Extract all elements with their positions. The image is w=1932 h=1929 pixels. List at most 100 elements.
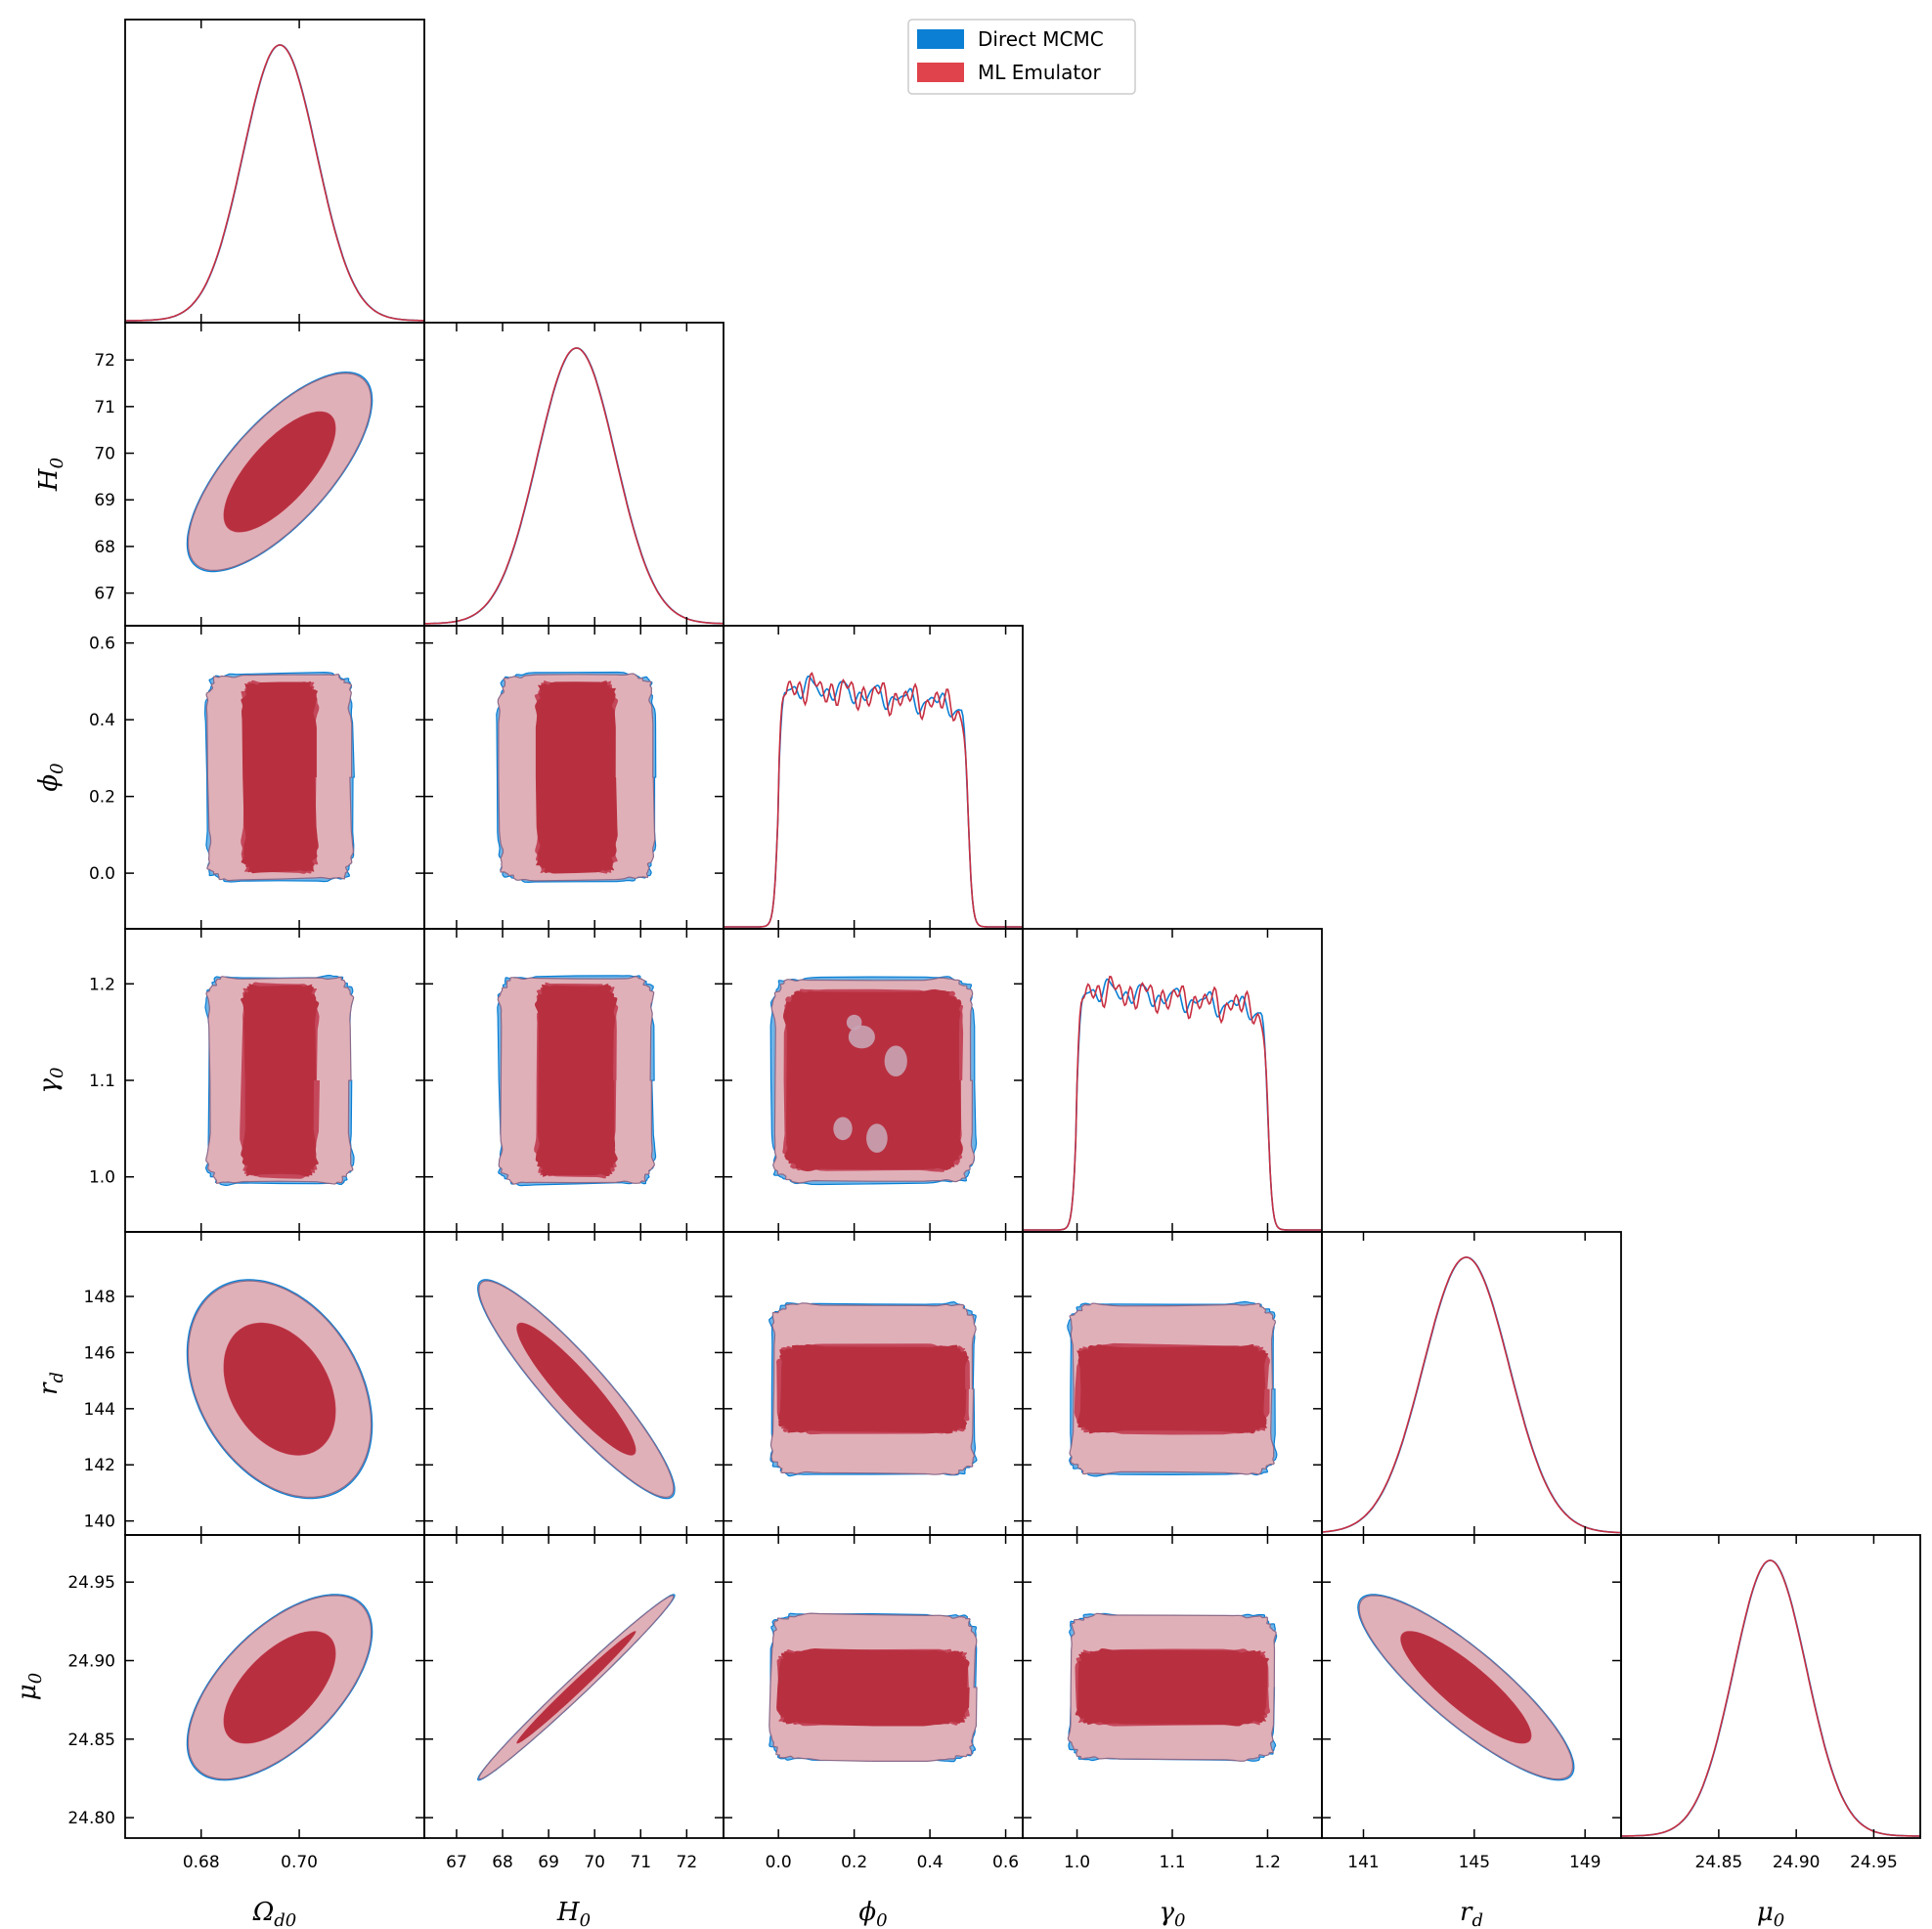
panel-border: [423, 322, 724, 627]
legend: Direct MCMC ML Emulator: [907, 19, 1136, 95]
curve-mcmc-H0: [424, 347, 724, 625]
x-tick-label-mu0: 24.85: [1695, 1853, 1743, 1872]
y-tick-label-phi0: 0.6: [89, 635, 115, 654]
frame-0-0: [124, 19, 425, 324]
contour-emulator-inner: [776, 1648, 970, 1727]
contour-emulator-inner: [535, 680, 618, 874]
x-axis-label-omega_d0: Ωd0: [252, 1898, 297, 1929]
y-tick-label-H0: 68: [94, 538, 115, 557]
y-axis-label-mu0: μ0: [13, 1673, 46, 1700]
contour-emulator-inner: [224, 1323, 335, 1456]
curve-mcmc-omega_d0: [125, 44, 424, 322]
diag-panel-mu0: [1621, 1559, 1920, 1837]
curve-emulator-H0: [424, 347, 724, 625]
panel-H0-r_d: [477, 1279, 676, 1500]
panel-phi0-gamma0: [769, 976, 978, 1186]
x-axis-label-mu0: μ0: [1757, 1898, 1784, 1929]
diag-panel-phi0: [724, 672, 1023, 928]
y-tick-label-r_d: 146: [84, 1343, 115, 1363]
diag-curves-mu0: [1621, 1559, 1920, 1837]
panel-H0-phi0: [496, 671, 657, 884]
y-tick-label-gamma0: 1.1: [89, 1072, 115, 1091]
frame-5-5: [1620, 1534, 1921, 1839]
contour-patch-3: [866, 1123, 888, 1154]
panel-border: [723, 625, 1024, 930]
x-tick-label-H0: 67: [446, 1853, 467, 1872]
panel-H0-gamma0: [497, 975, 657, 1187]
x-tick-label-H0: 71: [630, 1853, 651, 1872]
panel-omega_d0-r_d: [186, 1279, 373, 1500]
x-axis-label-gamma0: γ0: [1160, 1898, 1186, 1929]
x-tick-label-phi0: 0.6: [992, 1853, 1019, 1872]
contour-patch-0: [848, 1025, 875, 1049]
curve-emulator-r_d: [1322, 1256, 1621, 1534]
diag-curves-omega_d0: [125, 44, 424, 322]
y-tick-label-H0: 70: [94, 445, 115, 464]
y-tick-label-phi0: 0.4: [89, 711, 115, 730]
contour-emulator-inner: [516, 1631, 636, 1743]
contour-emulator-inner: [224, 412, 335, 532]
diag-panel-gamma0: [1023, 975, 1322, 1231]
x-tick-label-omega_d0: 0.70: [281, 1853, 318, 1872]
panel-phi0-r_d: [768, 1300, 978, 1477]
x-tick-label-phi0: 0.4: [917, 1853, 944, 1872]
curve-emulator-omega_d0: [125, 44, 424, 322]
y-tick-label-r_d: 144: [84, 1400, 115, 1420]
contour-emulator-inner: [1076, 1343, 1269, 1434]
panel-border: [1022, 928, 1323, 1233]
frame-2-2: [723, 625, 1024, 930]
diag-panel-r_d: [1322, 1256, 1621, 1534]
curve-mcmc-mu0: [1621, 1559, 1920, 1837]
x-axis-label-H0: H0: [556, 1898, 591, 1929]
panel-r_d-mu0: [1357, 1594, 1575, 1781]
panel-phi0-mu0: [768, 1612, 978, 1763]
curve-mcmc-phi0: [724, 675, 1023, 928]
contour-emulator-inner: [224, 1631, 335, 1743]
corner-panels: 0.68 0.70 Ωd0 67 68 69 70 71 72 H0 0.0 0.2 0.4 0.6 ϕ0 1…: [13, 19, 1921, 1929]
diag-panel-omega_d0: [125, 44, 424, 322]
x-tick-label-gamma0: 1.0: [1064, 1853, 1090, 1872]
curve-mcmc-gamma0: [1023, 978, 1322, 1231]
panel-omega_d0-mu0: [186, 1594, 373, 1781]
panel-omega_d0-gamma0: [204, 974, 355, 1187]
x-tick-label-omega_d0: 0.68: [183, 1853, 220, 1872]
x-tick-label-H0: 69: [538, 1853, 559, 1872]
legend-label-direct-mcmc: Direct MCMC: [978, 27, 1104, 51]
panel-border: [1321, 1231, 1622, 1536]
legend-swatch-direct-mcmc: [917, 29, 964, 49]
diag-curves-phi0: [724, 672, 1023, 928]
contour-emulator-inner: [241, 680, 319, 874]
x-axis-label-r_d: rd: [1460, 1898, 1483, 1929]
x-tick-label-mu0: 24.95: [1850, 1853, 1898, 1872]
y-tick-label-mu0: 24.80: [67, 1809, 115, 1828]
panel-omega_d0-H0: [186, 371, 373, 573]
y-tick-label-H0: 71: [94, 398, 115, 417]
contour-emulator-inner: [241, 984, 320, 1177]
y-axis-label-r_d: rd: [34, 1372, 67, 1395]
y-axis-label-H0: H0: [34, 458, 67, 492]
diag-curves-gamma0: [1023, 975, 1322, 1231]
panel-H0-mu0: [477, 1594, 676, 1781]
y-tick-label-r_d: 142: [84, 1456, 115, 1475]
x-tick-label-gamma0: 1.1: [1159, 1853, 1185, 1872]
legend-swatch-ml-emulator: [917, 63, 964, 82]
x-tick-label-r_d: 141: [1347, 1853, 1379, 1872]
diag-curves-H0: [424, 347, 724, 625]
panel-border: [1620, 1534, 1921, 1839]
legend-frame: [907, 19, 1136, 95]
contour-emulator-inner: [777, 1344, 969, 1434]
x-tick-label-H0: 72: [677, 1853, 698, 1872]
contour-patch-1: [884, 1045, 907, 1077]
x-tick-label-r_d: 145: [1459, 1853, 1490, 1872]
curve-emulator-mu0: [1621, 1559, 1920, 1837]
x-axis-label-phi0: ϕ0: [858, 1898, 887, 1929]
y-tick-label-H0: 67: [94, 585, 115, 604]
y-axis-label-phi0: ϕ0: [34, 763, 67, 791]
y-tick-label-phi0: 0.2: [89, 788, 115, 808]
y-tick-label-r_d: 140: [84, 1513, 115, 1532]
y-tick-label-r_d: 148: [84, 1288, 115, 1307]
y-tick-label-phi0: 0.0: [89, 864, 115, 884]
contour-emulator-inner: [535, 984, 618, 1177]
x-tick-label-phi0: 0.0: [766, 1853, 792, 1872]
